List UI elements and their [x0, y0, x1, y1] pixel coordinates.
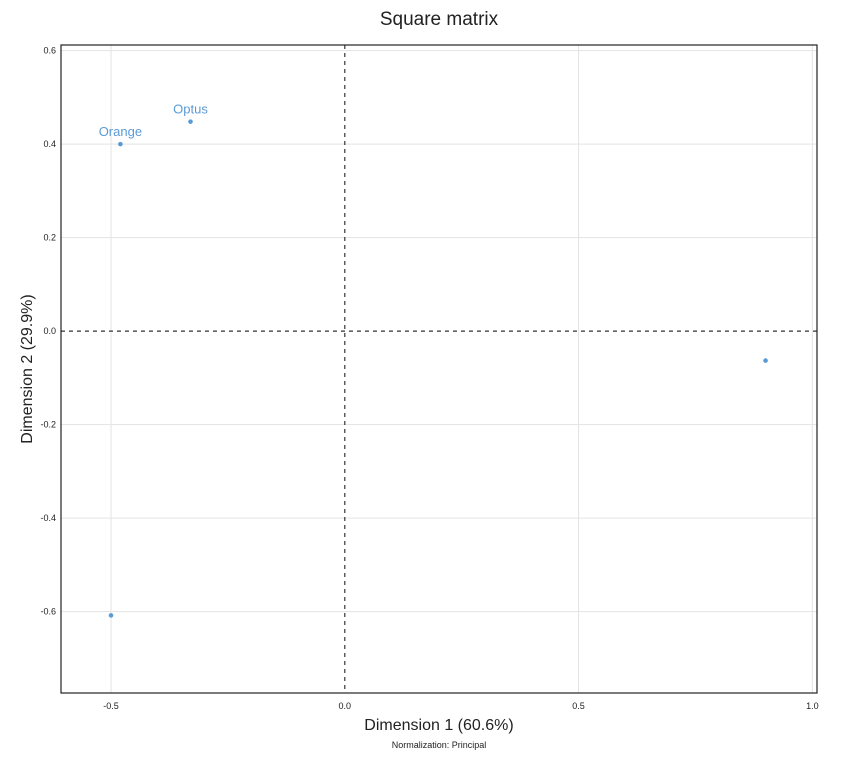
y-tick-label: 0.2: [43, 233, 56, 243]
data-point: [118, 141, 123, 147]
data-point: [188, 119, 193, 124]
y-tick-label: 0.4: [43, 139, 56, 149]
x-axis-label: Dimension 1 (60.6%): [364, 717, 513, 734]
x-tick-label: 0.5: [572, 701, 585, 711]
point-label: Optus: [173, 102, 208, 117]
y-tick-label: 0.0: [43, 326, 56, 336]
y-tick-label: -0.4: [40, 513, 56, 523]
x-tick-label: 1.0: [806, 701, 819, 711]
grid-layer: [61, 45, 817, 693]
zero-lines: [61, 45, 817, 693]
chart-title: Square matrix: [380, 9, 499, 30]
tick-labels: -0.5 0.0 0.5 1.0 0.6 0.4 0.2 0.0 -0.2 -0.4 -0.6: [40, 46, 818, 711]
y-tick-label: 0.6: [43, 46, 56, 56]
plot-frame: [60, 44, 818, 694]
points-layer: Optus Orange: [99, 102, 768, 618]
data-point: [763, 358, 768, 363]
y-axis-label: Dimension 2 (29.9%): [19, 294, 36, 443]
data-point: [108, 613, 114, 618]
x-tick-label: -0.5: [103, 701, 119, 711]
point-label: Orange: [99, 124, 142, 139]
normalization-caption: Normalization: Principal: [392, 740, 487, 750]
y-tick-label: -0.6: [40, 607, 56, 617]
x-tick-label: 0.0: [339, 701, 352, 711]
y-tick-label: -0.2: [40, 420, 56, 430]
